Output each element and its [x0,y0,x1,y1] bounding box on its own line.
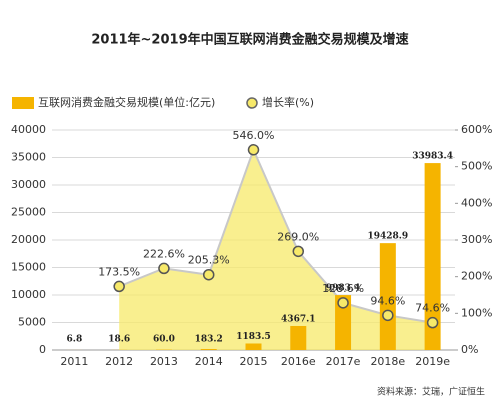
bar [335,295,352,350]
x-tick-label: 2013 [150,355,178,368]
x-tick-label: 2014 [195,355,223,368]
growth-label: 128.6% [322,282,364,295]
growth-area [119,149,433,350]
x-tick-label: 2019e [415,355,450,368]
bar-value-label: 1183.5 [236,332,270,342]
x-tick-label: 2011 [60,355,88,368]
legend-label: 增长率(%) [262,95,314,109]
bar-value-label: 4367.1 [281,314,315,324]
x-tick-label: 2017e [326,355,361,368]
y-tick-label: 10000 [11,288,46,301]
growth-label: 173.5% [98,265,140,278]
growth-label: 94.6% [370,294,405,307]
growth-label: 74.6% [415,302,450,315]
y2-tick-label: 400% [461,196,492,209]
bar [424,163,441,350]
bar [200,348,217,350]
y2-tick-label: 600% [461,123,492,136]
growth-marker [202,268,215,281]
x-tick-label: 2018e [370,355,405,368]
y-tick-label: 15000 [11,261,46,274]
y-tick-label: 20000 [11,233,46,246]
legend-swatch [12,97,34,109]
growth-marker [292,245,305,258]
bar-value-label: 33983.4 [412,152,453,162]
growth-marker [113,280,125,293]
source-note: 资料来源：艾瑞，广证恒生 [377,386,485,398]
bar-value-label: 6.8 [67,335,83,345]
growth-marker [158,262,170,275]
growth-marker [426,316,439,329]
y2-tick-label: 0% [461,343,478,356]
x-tick-label: 2012 [105,355,133,368]
growth-marker [337,297,349,309]
growth-label: 205.3% [188,254,230,267]
growth-label: 269.0% [277,230,319,243]
x-tick-label: 2015 [240,355,268,368]
y2-tick-label: 100% [461,306,492,319]
x-tick-label: 2016e [281,355,316,368]
bar-value-label: 9983.4 [326,284,360,294]
y2-tick-label: 500% [461,160,492,173]
growth-marker [382,309,394,322]
y2-tick-label: 300% [461,233,492,246]
bar-value-label: 60.0 [153,335,175,345]
bar-value-label: 19428.9 [367,232,408,242]
growth-label: 546.0% [233,129,275,142]
bar [290,325,307,350]
legend-label: 互联网消费金融交易规模(单位:亿元) [38,95,215,109]
legend-marker [246,97,258,109]
chart-title: 2011年~2019年中国互联网消费金融交易规模及增速 [91,32,408,48]
bar-value-label: 18.6 [108,335,130,345]
y-tick-label: 0 [39,343,46,356]
bar [245,343,262,350]
y2-tick-label: 200% [461,270,492,283]
y-tick-label: 40000 [11,123,46,136]
y-tick-label: 25000 [11,206,46,219]
growth-label: 222.6% [143,247,185,260]
y-tick-label: 30000 [11,178,46,191]
bar-value-label: 183.2 [195,335,223,345]
growth-marker [247,144,260,156]
bar [379,243,396,350]
y-tick-label: 35000 [11,151,46,164]
y-tick-label: 5000 [18,316,46,329]
